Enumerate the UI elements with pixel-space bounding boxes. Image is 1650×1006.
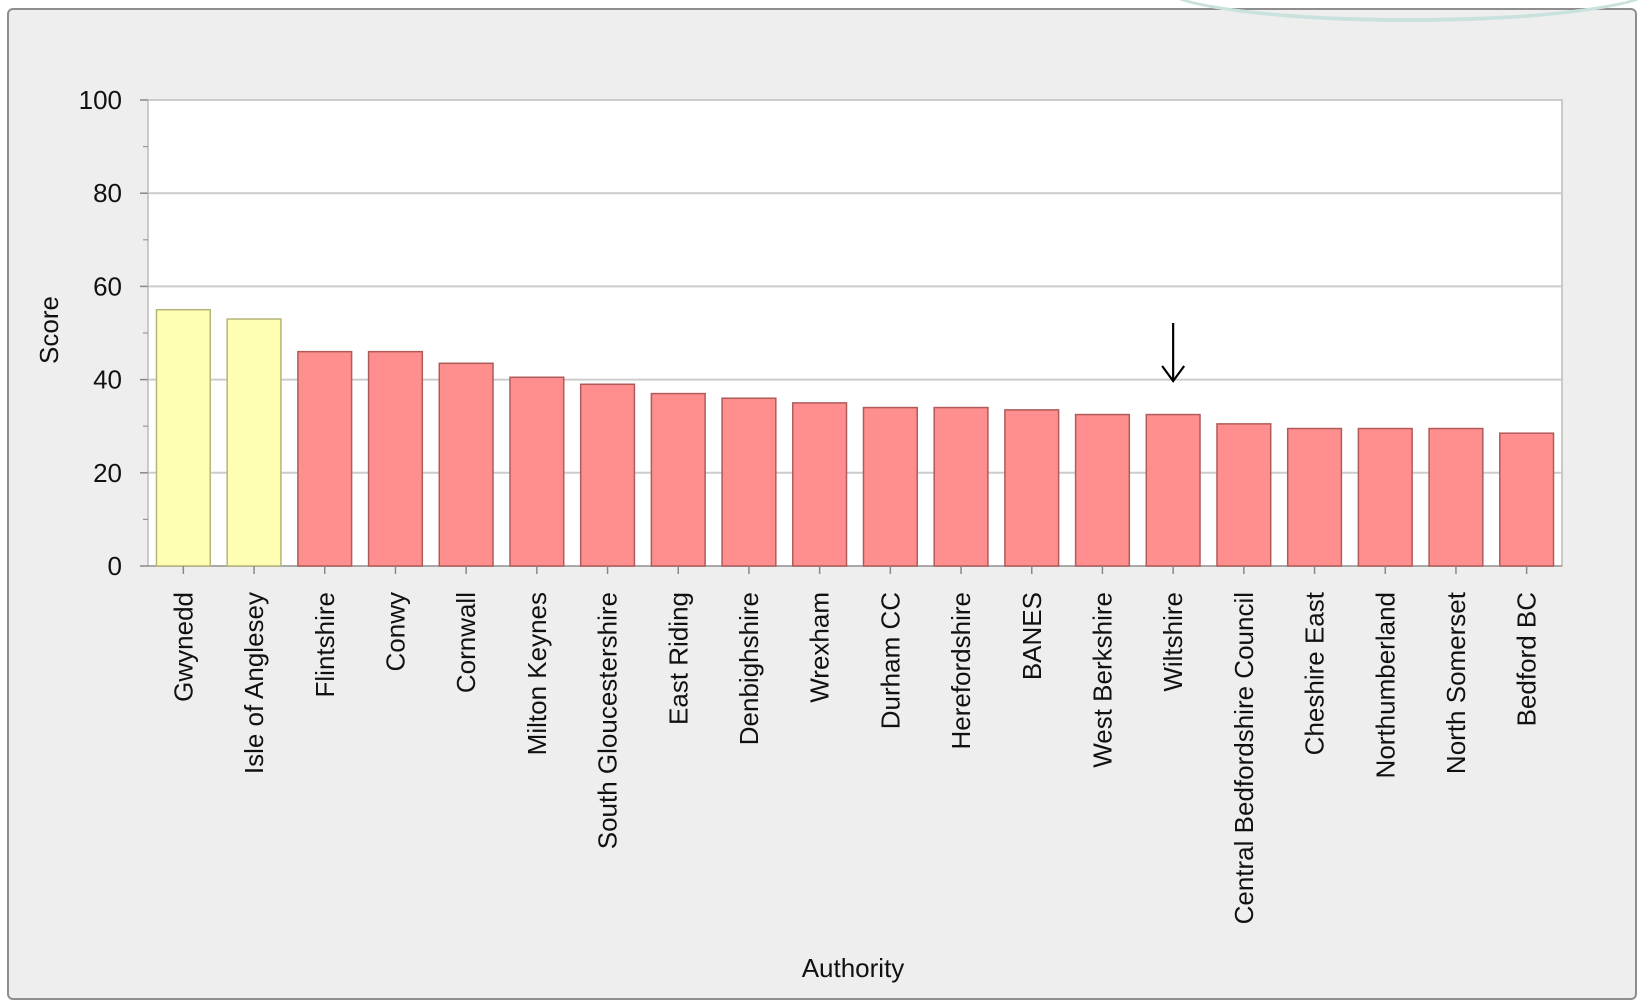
x-tick-label: Herefordshire bbox=[946, 592, 976, 750]
bar bbox=[792, 402, 848, 567]
x-axis-ticks bbox=[182, 566, 1528, 574]
bar bbox=[509, 376, 565, 567]
bar bbox=[1286, 427, 1343, 567]
bar bbox=[367, 350, 424, 567]
y-axis-title: Score bbox=[34, 296, 64, 364]
bar bbox=[1428, 427, 1484, 567]
bar bbox=[579, 383, 636, 567]
x-tick-label: Wrexham bbox=[805, 592, 835, 703]
bar bbox=[1145, 413, 1201, 567]
bar bbox=[650, 392, 706, 567]
x-tick-label: Cheshire East bbox=[1300, 591, 1330, 755]
x-tick-label: West Berkshire bbox=[1087, 592, 1117, 768]
x-tick-label: Flintshire bbox=[310, 592, 340, 697]
x-tick-label: Isle of Anglesey bbox=[239, 592, 269, 774]
y-tick-label: 60 bbox=[93, 271, 122, 301]
x-tick-label: Milton Keynes bbox=[522, 592, 552, 755]
bar bbox=[297, 350, 353, 567]
x-tick-label: Central Bedfordshire Council bbox=[1229, 592, 1259, 924]
annotations bbox=[1161, 323, 1186, 383]
bars bbox=[155, 308, 1555, 567]
x-tick-labels: Gwynedd Isle of Anglesey Flintshire Conwy Co… bbox=[168, 591, 1541, 924]
y-tick-label: 20 bbox=[93, 458, 122, 488]
x-axis-title: Authority bbox=[802, 953, 905, 983]
bar bbox=[1357, 427, 1413, 567]
x-tick-label: Durham CC bbox=[875, 592, 905, 729]
bar bbox=[1074, 413, 1131, 567]
bar bbox=[933, 406, 989, 567]
y-tick-label: 100 bbox=[79, 85, 122, 115]
x-tick-label: Wiltshire bbox=[1158, 592, 1188, 692]
bar bbox=[226, 318, 282, 567]
x-tick-label: Northumberland bbox=[1370, 592, 1400, 778]
x-tick-label: Cornwall bbox=[451, 592, 481, 693]
x-tick-label: BANES bbox=[1017, 592, 1047, 680]
bar bbox=[1004, 409, 1060, 567]
y-tick-label: 80 bbox=[93, 178, 122, 208]
x-tick-label: Gwynedd bbox=[168, 592, 198, 702]
down-arrow-icon bbox=[1161, 323, 1186, 383]
y-tick-label: 40 bbox=[93, 365, 122, 395]
x-tick-label: North Somerset bbox=[1441, 591, 1471, 774]
x-tick-label: Bedford BC bbox=[1512, 592, 1542, 726]
bar bbox=[862, 406, 918, 567]
bar bbox=[1216, 423, 1272, 567]
x-tick-label: Conwy bbox=[380, 592, 410, 671]
bar bbox=[155, 308, 211, 567]
y-tick-label: 0 bbox=[108, 551, 122, 581]
x-tick-label: South Gloucestershire bbox=[593, 592, 623, 849]
x-tick-label: Denbighshire bbox=[734, 592, 764, 745]
y-axis-ticks: 0 20 40 60 80 100 bbox=[79, 85, 148, 581]
bar bbox=[438, 362, 494, 567]
bar bbox=[1499, 432, 1555, 567]
plot-area bbox=[147, 99, 1563, 567]
bar bbox=[721, 397, 777, 567]
x-tick-label: East Riding bbox=[663, 592, 693, 725]
